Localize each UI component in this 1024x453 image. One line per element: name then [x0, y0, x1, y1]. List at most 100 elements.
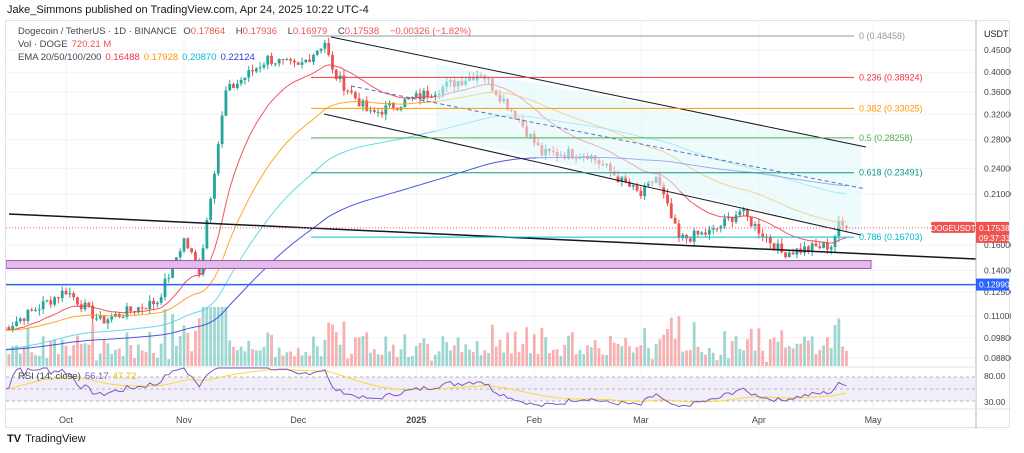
candle	[346, 90, 350, 92]
volume-bar	[49, 341, 53, 366]
volume-bar	[83, 343, 87, 366]
volume-bar	[26, 328, 30, 366]
volume-bar	[277, 347, 281, 366]
candle	[426, 90, 430, 97]
volume-bar	[525, 327, 529, 366]
candle	[742, 209, 746, 212]
volume-bar	[270, 334, 273, 366]
volume-bar	[72, 345, 76, 366]
candle	[753, 223, 757, 227]
volume-bar	[148, 331, 152, 366]
volume-bar	[784, 347, 787, 366]
volume-bar	[281, 355, 285, 366]
candle	[342, 75, 346, 91]
volume-bar	[829, 347, 833, 366]
candle	[273, 63, 277, 65]
candle	[304, 59, 308, 63]
candle	[380, 111, 384, 115]
candle	[167, 277, 171, 279]
volume-bar	[791, 348, 795, 366]
volume-bar	[551, 350, 555, 366]
chart-frame: 0 (0.48458) 0.236 (0.38924) 0.382 (0.33025…	[5, 20, 1011, 429]
price-chart[interactable]: 0 (0.48458) 0.236 (0.38924) 0.382 (0.33025…	[6, 21, 1011, 429]
candle	[87, 302, 91, 306]
level-price-tag	[976, 278, 1009, 291]
volume-bar	[304, 351, 308, 366]
volume-bar	[502, 352, 506, 366]
volume-bar	[258, 350, 262, 366]
volume-bar	[479, 355, 483, 366]
tradingview-logo-icon: TV	[7, 433, 22, 445]
candle	[239, 79, 243, 84]
candle	[18, 318, 22, 322]
rsi-legend[interactable]: RSI (14, close) 56.17 47.72	[18, 371, 140, 382]
volume-bar	[506, 332, 510, 366]
volume-bar	[593, 340, 597, 366]
candle	[144, 308, 148, 310]
volume-bar	[91, 324, 95, 366]
volume-bar	[555, 349, 559, 366]
volume-bar	[559, 355, 563, 366]
candle	[818, 246, 822, 249]
candle	[114, 313, 117, 317]
candle	[369, 110, 372, 112]
symbol-name[interactable]: Dogecoin / TetherUS · 1D · BINANCE	[18, 26, 177, 37]
volume-bar	[380, 354, 384, 366]
volume-bar	[540, 327, 544, 366]
ema-legend[interactable]: EMA 20/50/100/200 0.16488 0.17928 0.20870 0.…	[18, 52, 259, 63]
time-tick-label: May	[865, 415, 883, 425]
candle	[159, 297, 163, 303]
volume-bar	[669, 317, 673, 366]
fib-level-label: 0.786 (0.16703)	[859, 232, 923, 242]
candle	[746, 209, 749, 217]
volume-bar	[296, 348, 300, 366]
candle	[704, 232, 707, 235]
volume-bar	[749, 328, 753, 366]
volume-bar	[445, 341, 449, 366]
volume-bar	[114, 349, 117, 366]
volume-bar	[361, 336, 365, 366]
candle	[795, 248, 799, 255]
volume-bar	[707, 347, 711, 366]
candle	[194, 252, 197, 261]
symbol-legend: Dogecoin / TetherUS · 1D · BINANCE O0.17…	[18, 26, 475, 37]
volume-bar	[460, 351, 464, 366]
candle	[734, 215, 738, 222]
candle	[662, 184, 666, 195]
candle	[53, 297, 56, 305]
volume-bar	[18, 353, 22, 366]
volume-bar	[251, 349, 254, 366]
volume-bar	[570, 332, 574, 366]
volume-bar	[772, 337, 776, 366]
volume-bar	[624, 337, 628, 366]
volume-bar	[163, 309, 167, 366]
time-tick-label: Nov	[176, 415, 193, 425]
volume-bar	[338, 344, 342, 366]
candle	[300, 62, 304, 65]
volume-bar	[98, 353, 102, 366]
symbol-tag	[931, 221, 975, 233]
candle	[688, 238, 692, 242]
volume-bar	[548, 353, 551, 366]
volume-bar	[780, 330, 784, 366]
volume-bar	[582, 354, 586, 366]
volume-legend[interactable]: Vol · DOGE 720.21 M	[18, 39, 115, 50]
channel-upper-line	[330, 36, 867, 148]
candle	[392, 102, 395, 109]
tradingview-logo[interactable]: TV TradingView	[7, 433, 86, 445]
volume-bar	[601, 354, 605, 366]
candle	[361, 100, 365, 107]
candle	[76, 297, 79, 305]
candle	[91, 305, 95, 319]
candle	[414, 93, 418, 98]
volume-bar	[810, 336, 814, 366]
volume-bar	[578, 349, 582, 366]
volume-bar	[232, 346, 235, 366]
time-tick-label: Oct	[59, 415, 74, 425]
candle	[772, 243, 776, 251]
volume-bar	[826, 337, 829, 366]
